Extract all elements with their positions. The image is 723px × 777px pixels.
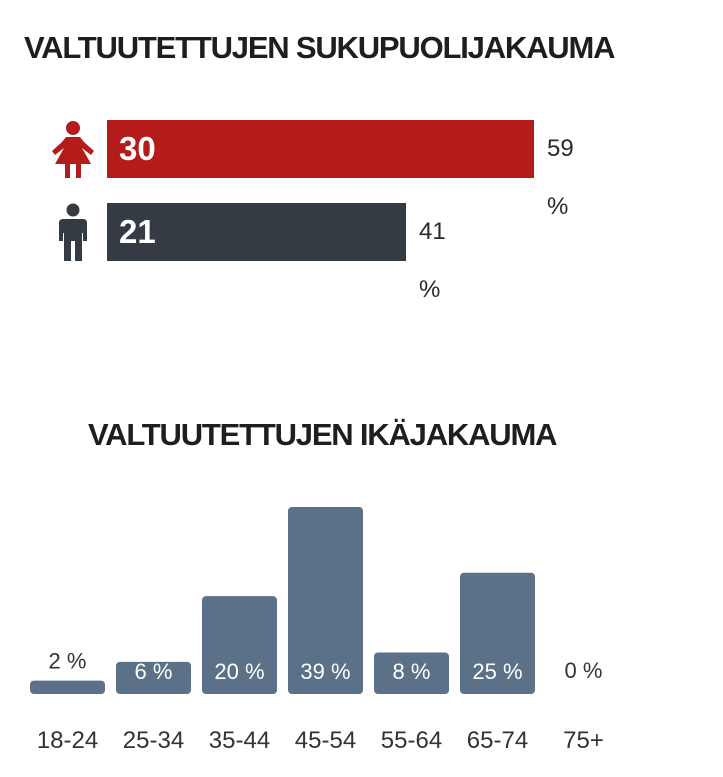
age-percent-label-65-74: 25 %: [472, 659, 522, 684]
gender-bar-male: 21: [107, 203, 406, 261]
gender-bar-female: 30: [107, 120, 534, 178]
gender-percent-female: 59 %: [547, 135, 574, 220]
age-percent-label-25-34: 6 %: [135, 659, 173, 684]
age-category-label-45-54: 45-54: [295, 727, 356, 754]
age-bar-45-54: [288, 507, 363, 694]
age-bar-18-24: [30, 680, 105, 694]
gender-count-female: 30: [119, 130, 156, 167]
age-percent-label-35-44: 20 %: [214, 659, 264, 684]
age-category-label-75+: 75+: [563, 727, 604, 754]
male-person-icon: [59, 203, 87, 261]
age-category-label-55-64: 55-64: [381, 727, 442, 754]
gender-count-male: 21: [119, 213, 156, 250]
age-bar-55-64: [374, 652, 449, 694]
age-chart-title: VALTUUTETTUJEN IKÄJAKAUMA: [88, 417, 557, 452]
age-category-label-25-34: 25-34: [123, 727, 184, 754]
gender-percent-male: 41 %: [419, 218, 446, 303]
gender-chart-title: VALTUUTETTUJEN SUKUPUOLIJAKAUMA: [24, 30, 615, 65]
age-bar-chart: 2 % 18-24 6 % 25-34 20 % 35-44 39 % 45-54 8 % 55-…: [30, 507, 604, 754]
age-bar-65-74: [460, 572, 535, 694]
age-percent-label-45-54: 39 %: [300, 659, 350, 684]
age-bar-25-34: [116, 661, 191, 694]
age-percent-label-55-64: 8 %: [393, 659, 431, 684]
female-person-icon: [52, 121, 94, 178]
age-category-label-35-44: 35-44: [209, 727, 270, 754]
age-percent-label-75+: 0 %: [565, 658, 603, 683]
age-category-label-65-74: 65-74: [467, 727, 528, 754]
age-percent-label-18-24: 2 %: [49, 649, 87, 674]
age-category-label-18-24: 18-24: [37, 727, 98, 754]
age-bar-35-44: [202, 596, 277, 694]
